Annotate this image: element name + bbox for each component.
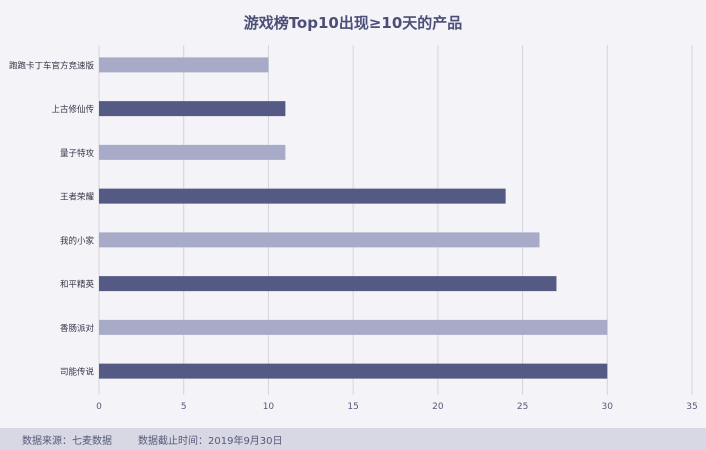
x-tick-label-25: 25 (517, 402, 528, 412)
x-tick-label-20: 20 (432, 402, 444, 412)
bar-7 (99, 363, 608, 379)
bar-5 (99, 276, 557, 292)
category-label-4: 我的小家 (60, 235, 95, 246)
x-tick-label-15: 15 (347, 402, 358, 412)
category-label-2: 量子特攻 (60, 148, 95, 159)
chart-footer: 数据来源：七麦数据 数据截止时间：2019年9月30日 (0, 428, 706, 450)
category-label-0: 跑跑卡丁车官方竞速版 (9, 60, 95, 71)
bar-2 (99, 144, 286, 160)
category-label-1: 上古修仙传 (51, 104, 94, 115)
chart-area: 游戏榜Top10出现≥10天的产品 0 5 10 15 20 25 30 35 跑跑卡丁车官方竞… (9, 14, 698, 412)
category-label-3: 王者荣耀 (60, 192, 95, 203)
x-tick-label-35: 35 (686, 402, 697, 412)
x-tick-label-30: 30 (602, 402, 614, 412)
bar-4 (99, 232, 540, 248)
bar-3 (99, 188, 506, 204)
x-tick-label-5: 5 (181, 402, 187, 412)
category-label-5: 和平精英 (60, 279, 95, 290)
data-source: 数据来源：七麦数据 (22, 435, 112, 447)
category-label-6: 香肠派对 (60, 323, 95, 334)
bar-1 (99, 101, 286, 117)
chart-title: 游戏榜Top10出现≥10天的产品 (243, 14, 463, 32)
x-tick-label-0: 0 (96, 402, 102, 412)
category-label-7: 司能传说 (60, 367, 95, 378)
bar-6 (99, 319, 608, 335)
bar-chart: 0 5 10 15 20 25 30 35 跑跑卡丁车官方竞速版上古修仙传量子特攻王者荣耀我的小… (9, 45, 698, 412)
data-cutoff-date: 数据截止时间：2019年9月30日 (138, 435, 283, 447)
bar-0 (99, 57, 269, 73)
x-tick-label-10: 10 (263, 402, 275, 412)
